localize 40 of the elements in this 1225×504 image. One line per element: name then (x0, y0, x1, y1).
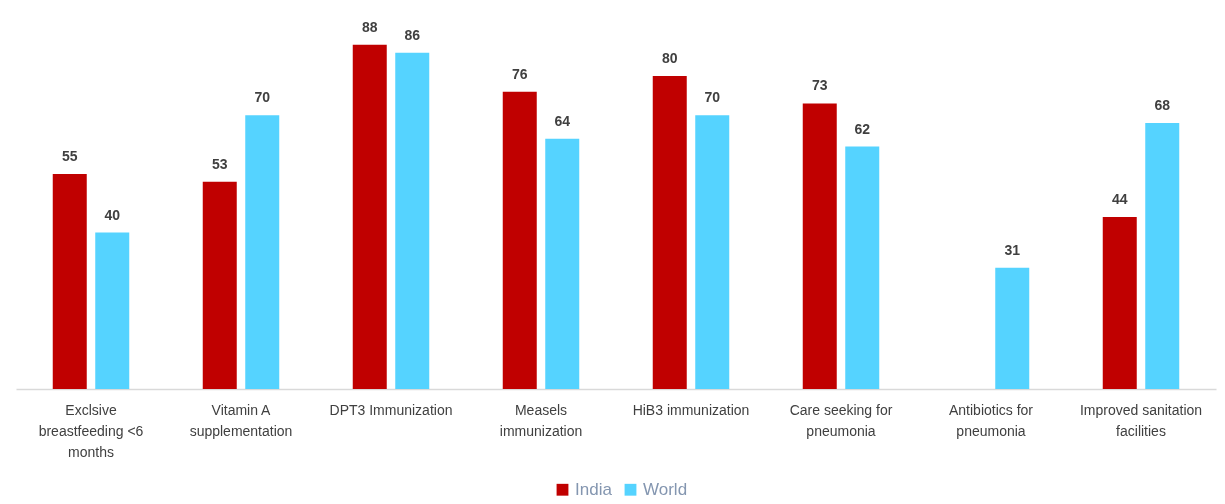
data-label: 76 (511, 65, 528, 82)
data-label: 53 (211, 155, 228, 172)
bar (245, 115, 280, 389)
bar (1102, 216, 1137, 389)
data-label: 88 (361, 18, 378, 35)
legend-label: India (575, 479, 613, 499)
bar (52, 173, 87, 389)
x-tick-label: DPT3 Immunization (329, 401, 453, 418)
x-tick-label: HiB3 immunization (632, 401, 750, 418)
x-tick-label: Measels immunization (499, 401, 583, 439)
bar (352, 44, 387, 389)
x-tick-label: Care seeking for pneumonia (789, 401, 893, 439)
data-label: 86 (404, 26, 421, 43)
bar (95, 232, 130, 389)
legend-label: World (643, 479, 688, 499)
bar (545, 138, 580, 389)
x-tick-label: Improved sanitation facilities (1079, 401, 1203, 439)
data-label: 80 (661, 50, 678, 67)
data-label: 64 (554, 112, 571, 129)
x-tick-label: Antibiotics for pneumonia (948, 401, 1034, 439)
x-tick-label: Vitamin A supplementation (189, 401, 293, 439)
data-label: 55 (61, 147, 78, 164)
data-label: 62 (854, 120, 871, 137)
data-label: 31 (1004, 241, 1021, 258)
bar (1145, 123, 1180, 389)
bar (845, 146, 880, 389)
data-label: 70 (704, 89, 721, 106)
data-label: 68 (1154, 97, 1171, 114)
data-label: 40 (104, 206, 121, 223)
bar (202, 181, 237, 389)
data-label: 44 (1111, 190, 1128, 207)
data-label: 70 (254, 89, 271, 106)
bar (695, 115, 730, 389)
bar (802, 103, 837, 389)
bar (652, 76, 687, 389)
bar (995, 267, 1030, 389)
bar (502, 91, 537, 389)
bar (395, 52, 430, 389)
x-tick-label: Exclsive breastfeeding <6 months (38, 401, 144, 460)
data-label: 73 (811, 77, 828, 94)
